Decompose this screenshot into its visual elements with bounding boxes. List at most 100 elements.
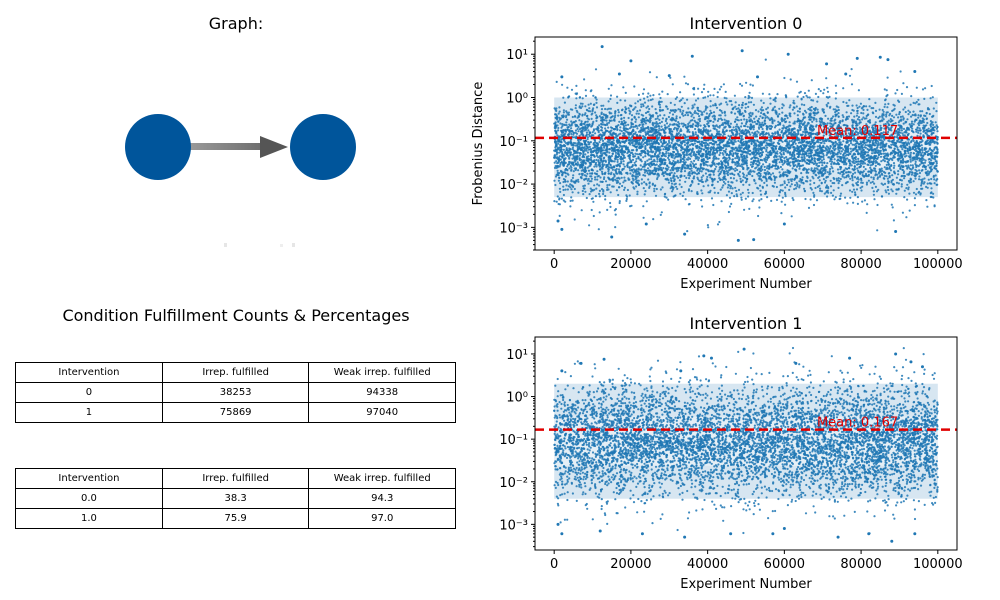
scatter-point <box>836 151 839 154</box>
scatter-point <box>798 110 801 113</box>
scatter-point <box>935 135 938 138</box>
scatter-point <box>885 89 888 92</box>
scatter-point <box>861 181 864 184</box>
scatter-point <box>560 138 563 141</box>
scatter-point <box>906 118 909 121</box>
scatter-point <box>580 120 583 123</box>
scatter-point <box>751 84 754 87</box>
scatter-point <box>637 142 640 145</box>
scatter-point <box>885 95 888 98</box>
scatter-point <box>912 110 915 113</box>
scatter-point <box>849 196 852 199</box>
scatter-point <box>623 186 626 189</box>
scatter-point <box>881 116 884 119</box>
scatter-point <box>653 126 656 129</box>
scatter-point <box>930 84 933 88</box>
scatter-point <box>609 166 612 169</box>
scatter-point <box>791 158 794 161</box>
scatter-point <box>927 150 930 153</box>
scatter-point <box>640 143 643 146</box>
scatter-point <box>848 164 851 167</box>
scatter-point <box>585 108 588 111</box>
scatter-point <box>576 161 579 164</box>
scatter-point <box>891 174 894 177</box>
scatter-point <box>845 116 848 119</box>
scatter-point <box>556 173 559 176</box>
scatter-point <box>788 112 791 115</box>
scatter-point <box>923 181 926 184</box>
scatter-point <box>668 111 671 114</box>
scatter-point <box>751 174 754 178</box>
scatter-point <box>707 90 710 93</box>
scatter-point <box>892 138 896 142</box>
scatter-point <box>738 104 741 107</box>
scatter-point <box>591 147 595 150</box>
scatter-point <box>926 186 929 189</box>
scatter-point <box>590 125 593 128</box>
scatter-point <box>619 126 622 129</box>
scatter-point <box>702 141 705 144</box>
scatter-point <box>935 141 938 144</box>
scatter-point <box>684 180 687 183</box>
scatter-point <box>766 106 769 109</box>
scatter-point <box>682 114 685 117</box>
scatter-point <box>679 91 682 94</box>
scatter-point <box>606 208 609 211</box>
scatter-point <box>653 153 657 156</box>
scatter-point <box>819 189 822 192</box>
scatter-point <box>555 153 558 156</box>
scatter-point <box>726 186 729 189</box>
scatter-point <box>809 179 812 182</box>
scatter-point <box>636 193 639 196</box>
scatter-point <box>783 76 786 80</box>
scatter-point <box>571 115 574 119</box>
scatter-point <box>711 143 714 146</box>
scatter-point <box>629 110 632 113</box>
scatter-point <box>637 179 640 182</box>
scatter-point <box>902 134 905 137</box>
scatter-point <box>729 176 732 180</box>
scatter-point <box>772 185 775 188</box>
scatter-point <box>919 115 922 118</box>
scatter-point <box>684 113 687 117</box>
scatter-point <box>881 108 884 112</box>
scatter-point <box>907 113 910 116</box>
scatter-point <box>620 130 623 133</box>
scatter-point <box>574 107 577 110</box>
scatter-point <box>631 158 635 161</box>
scatter-point <box>609 107 612 110</box>
scatter-point <box>594 111 597 114</box>
scatter-point <box>733 129 736 132</box>
scatter-point <box>906 167 909 170</box>
scatter-point <box>856 106 859 110</box>
scatter-point <box>837 186 840 189</box>
scatter-point <box>843 176 846 179</box>
scatter-point <box>774 147 777 150</box>
scatter-point <box>801 176 804 179</box>
scatter-point <box>567 185 570 188</box>
scatter-point <box>690 160 693 163</box>
scatter-point <box>789 78 792 81</box>
scatter-point <box>659 213 662 216</box>
scatter-point <box>558 118 561 121</box>
scatter-point <box>718 130 721 133</box>
scatter-point <box>847 115 851 118</box>
scatter-point <box>598 189 601 192</box>
scatter-point <box>586 172 589 175</box>
scatter-point <box>622 163 625 166</box>
scatter-point <box>604 107 607 111</box>
scatter-point <box>805 154 809 157</box>
scatter-point <box>886 76 889 79</box>
scatter-point <box>637 156 640 159</box>
scatter-point <box>586 151 590 154</box>
scatter-point <box>553 200 556 203</box>
scatter-point <box>866 151 869 154</box>
scatter-point <box>742 114 745 117</box>
scatter-point <box>807 206 811 209</box>
scatter-point <box>833 144 836 148</box>
scatter-point <box>694 127 697 131</box>
scatter-point <box>809 152 812 155</box>
scatter-point <box>569 186 572 189</box>
scatter-point <box>588 180 591 183</box>
scatter-point <box>637 116 640 119</box>
